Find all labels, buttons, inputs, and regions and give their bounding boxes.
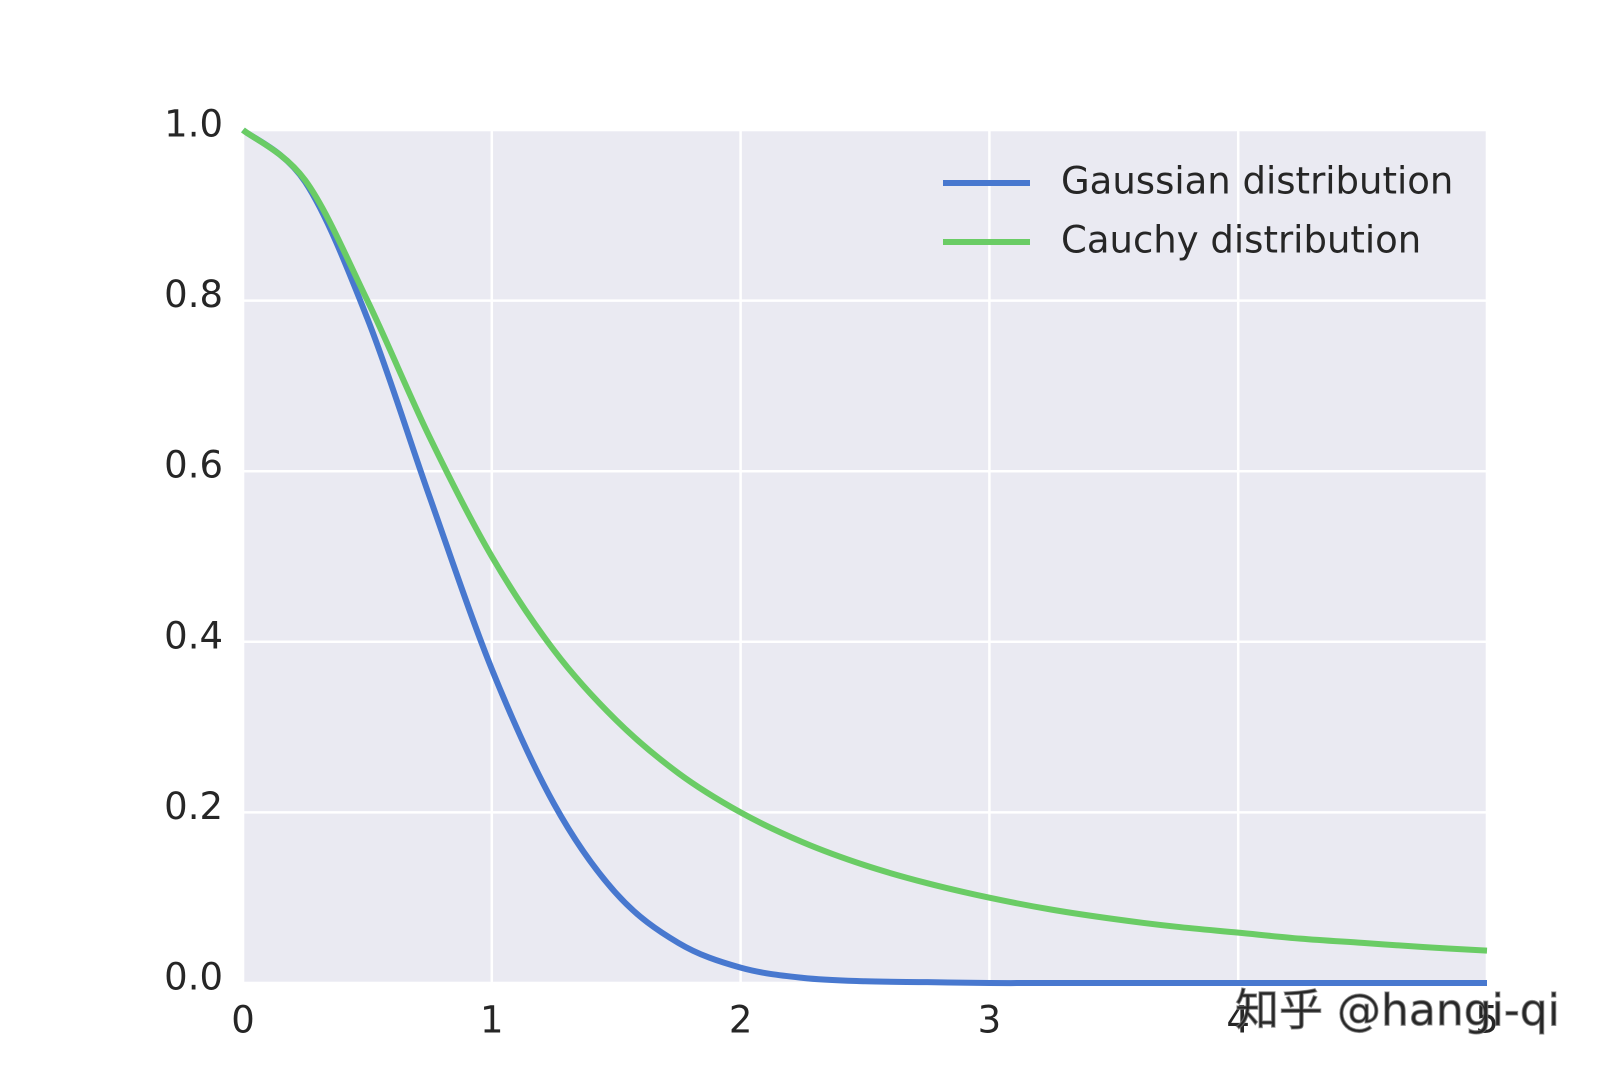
watermark: 知乎 @hangi-qi bbox=[1235, 985, 1560, 1036]
x-tick-label: 2 bbox=[729, 999, 753, 1042]
x-tick-label: 3 bbox=[978, 999, 1002, 1042]
y-tick-label: 1.0 bbox=[164, 103, 223, 146]
legend-label: Cauchy distribution bbox=[1061, 219, 1421, 262]
x-tick-label: 0 bbox=[231, 999, 255, 1042]
legend-label: Gaussian distribution bbox=[1061, 160, 1453, 203]
y-tick-label: 0.8 bbox=[164, 273, 223, 316]
series-line bbox=[241, 127, 1487, 987]
y-tick-label: 0.6 bbox=[164, 444, 223, 487]
y-tick-label: 0.4 bbox=[164, 614, 223, 657]
x-tick-label: 1 bbox=[480, 999, 504, 1042]
y-tick-label: 0.0 bbox=[164, 956, 223, 999]
series-line bbox=[241, 127, 1488, 954]
x-tick-label: 4 bbox=[1226, 999, 1250, 1042]
x-tick-label: 5 bbox=[1475, 999, 1499, 1042]
y-tick-label: 0.2 bbox=[164, 785, 223, 828]
